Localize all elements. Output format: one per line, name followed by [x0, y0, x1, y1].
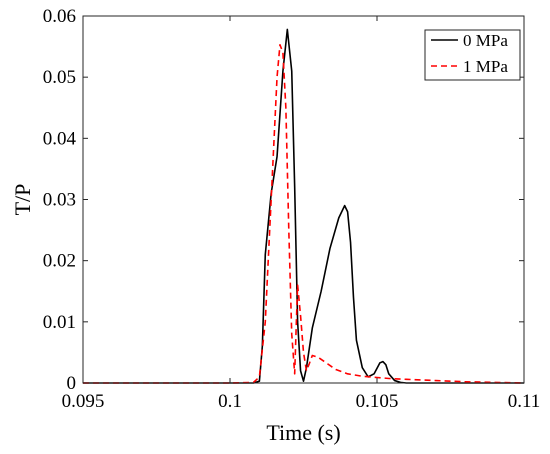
x-axis-label: Time (s): [266, 420, 340, 445]
y-axis-label: T/P: [10, 184, 35, 216]
y-tick-label: 0.01: [43, 312, 76, 333]
legend-box: [424, 29, 521, 81]
x-tick-label: 0.095: [62, 391, 105, 412]
y-tick-label: 0.06: [43, 6, 76, 27]
y-tick-label: 0.03: [43, 190, 76, 211]
plot-series: [83, 28, 525, 384]
y-tick-label: 0.05: [43, 67, 76, 88]
series-line-0: [83, 28, 524, 384]
series-line-1: [83, 43, 525, 384]
legend: 0 MPa 1 MPa: [424, 29, 521, 81]
legend-label-1-mpa: 1 MPa: [463, 57, 508, 76]
x-tick-label: 0.105: [356, 391, 399, 412]
y-tick-label: 0.02: [43, 251, 76, 272]
y-tick-label: 0.04: [43, 128, 77, 149]
x-tick-label: 0.11: [508, 391, 541, 412]
y-tick-label: 0: [67, 373, 77, 394]
x-tick-label: 0.1: [218, 391, 242, 412]
legend-label-0-mpa: 0 MPa: [463, 31, 508, 50]
axis-ticks: 0.095 0.1 0.105 0.11 0 0.01 0.02 0.03 0.04 0.05 0.…: [43, 6, 541, 412]
